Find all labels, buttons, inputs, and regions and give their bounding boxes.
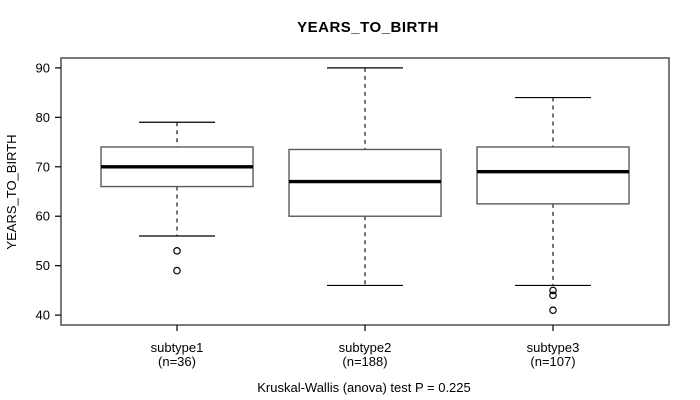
y-tick-label: 40 [36,308,50,323]
group-label: subtype3 [527,340,580,355]
outlier-point [549,291,557,300]
y-tick-label: 50 [36,258,50,273]
group-label: subtype2 [339,340,392,355]
y-tick-label: 90 [36,60,50,75]
y-tick-label: 70 [36,159,50,174]
statistical-test-caption: Kruskal-Wallis (anova) test P = 0.225 [257,380,471,395]
y-axis-title: YEARS_TO_BIRTH [4,134,19,249]
iqr-box [476,146,630,205]
outlier-point [549,286,557,295]
chart-title: YEARS_TO_BIRTH [297,19,439,36]
group-count-label: (n=107) [530,354,575,369]
y-tick-label: 60 [36,209,50,224]
group-label: subtype1 [151,340,204,355]
outlier-point [173,266,181,275]
group-count-label: (n=36) [158,354,196,369]
group-count-label: (n=188) [342,354,387,369]
outlier-point [173,247,181,255]
outlier-point [549,306,557,314]
y-tick-label: 80 [36,110,50,125]
plot-area: 40 50 60 70 80 90 subtype1(n=36) subtype2(n=188… [36,57,670,369]
